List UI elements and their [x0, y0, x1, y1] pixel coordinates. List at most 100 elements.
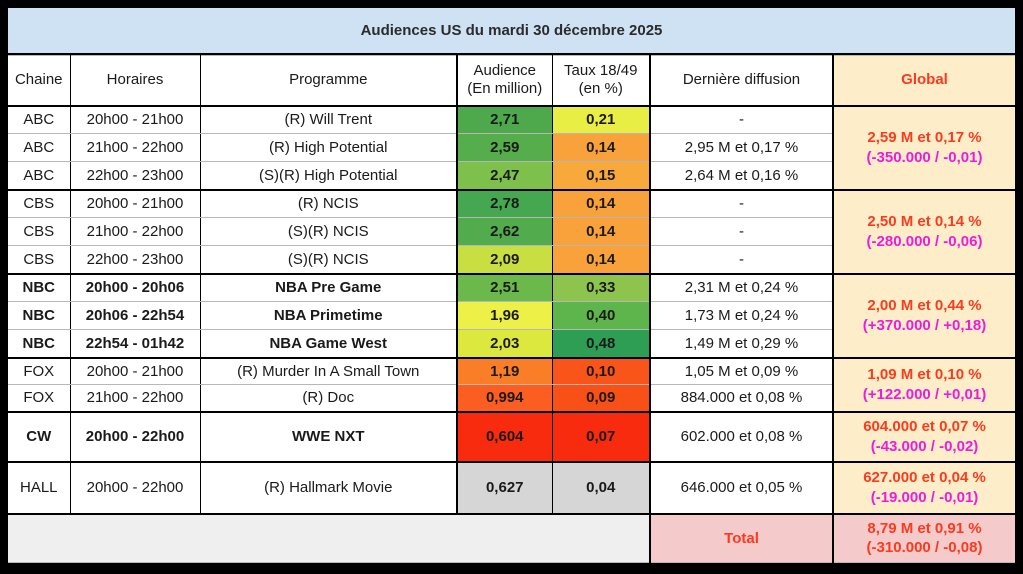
- rating-cell: 0,33: [552, 272, 651, 302]
- table-row: CBS 20h00 - 21h00 (R) NCIS 2,78 0,14 - 2…: [8, 188, 1015, 274]
- table-row: FOX 20h00 - 21h00 (R) Murder In A Small …: [8, 356, 1015, 412]
- header-horaires: Horaires: [70, 55, 201, 107]
- rating-cell: 0,07: [552, 410, 651, 462]
- program-cell: NBA Pre Game: [200, 272, 458, 302]
- global-cell: 1,09 M et 0,10 % (+122.000 / +0,01): [833, 356, 1015, 412]
- program-cell: (R) Murder In A Small Town: [200, 356, 458, 385]
- header-taux-line1: Taux 18/49: [564, 61, 638, 79]
- audience-cell: 1,19: [457, 356, 553, 385]
- global-delta: (+370.000 / +0,18): [862, 316, 987, 334]
- last-broadcast-cell: 2,31 M et 0,24 %: [650, 272, 834, 302]
- global-delta: (+122.000 / +0,01): [862, 385, 987, 403]
- audience-cell: 2,03: [457, 329, 553, 358]
- program-cell: NBA Game West: [200, 329, 458, 358]
- program-cell: (S)(R) High Potential: [200, 161, 458, 190]
- last-broadcast-cell: 1,73 M et 0,24 %: [650, 301, 834, 330]
- header-derniere: Dernière diffusion: [650, 55, 834, 107]
- audience-cell: 1,96: [457, 301, 553, 330]
- total-label: Total: [650, 512, 834, 563]
- rating-cell: 0,14: [552, 245, 651, 274]
- global-cell: 2,50 M et 0,14 % (-280.000 / -0,06): [833, 188, 1015, 274]
- time-cell: 20h06 - 22h54: [70, 301, 201, 330]
- time-cell: 20h00 - 21h00: [70, 188, 201, 218]
- last-broadcast-cell: 2,64 M et 0,16 %: [650, 161, 834, 190]
- table-row: CBS 21h00 - 22h00 (S)(R) NCIS 2,62 0,14 …: [8, 217, 1015, 246]
- channel-cell: CBS: [8, 217, 71, 246]
- global-delta: (-350.000 / -0,01): [866, 148, 983, 166]
- channel-cell: HALL: [8, 460, 71, 514]
- channel-cell: NBC: [8, 272, 71, 302]
- global-average: 1,09 M et 0,10 %: [867, 366, 982, 383]
- last-broadcast-cell: -: [650, 245, 834, 274]
- global-delta: (-19.000 / -0,01): [870, 488, 979, 506]
- global-average: 604.000 et 0,07 %: [863, 418, 986, 435]
- header-taux: Taux 18/49 (en %): [552, 55, 651, 107]
- time-cell: 20h00 - 22h00: [70, 410, 201, 462]
- header-audience-line1: Audience: [473, 61, 537, 79]
- table-row: NBC 20h06 - 22h54 NBA Primetime 1,96 0,4…: [8, 301, 1015, 330]
- global-cell: 604.000 et 0,07 % (-43.000 / -0,02): [833, 410, 1015, 462]
- global-average: 2,50 M et 0,14 %: [867, 213, 982, 230]
- total-row: Total 8,79 M et 0,91 % (-310.000 / -0,08…: [8, 512, 1015, 563]
- program-cell: (S)(R) NCIS: [200, 217, 458, 246]
- time-cell: 20h00 - 21h00: [70, 356, 201, 385]
- audiences-table: Chaine Horaires Programme Audience (En m…: [8, 55, 1015, 563]
- time-cell: 20h00 - 22h00: [70, 460, 201, 514]
- channel-cell: FOX: [8, 384, 71, 412]
- audience-cell: 2,62: [457, 217, 553, 246]
- channel-cell: ABC: [8, 133, 71, 162]
- header-audience: Audience (En million): [457, 55, 553, 107]
- program-cell: (R) High Potential: [200, 133, 458, 162]
- global-cell: 2,59 M et 0,17 % (-350.000 / -0,01): [833, 104, 1015, 190]
- program-cell: (S)(R) NCIS: [200, 245, 458, 274]
- rating-cell: 0,10: [552, 356, 651, 385]
- channel-cell: NBC: [8, 329, 71, 358]
- header-programme: Programme: [200, 55, 458, 107]
- table-header-row: Chaine Horaires Programme Audience (En m…: [8, 55, 1015, 107]
- header-chaine: Chaine: [8, 55, 71, 107]
- last-broadcast-cell: 646.000 et 0,05 %: [650, 460, 834, 514]
- global-average: 2,59 M et 0,17 %: [867, 129, 982, 146]
- last-broadcast-cell: -: [650, 104, 834, 134]
- audience-cell: 0,627: [457, 460, 553, 514]
- rating-cell: 0,14: [552, 217, 651, 246]
- time-cell: 22h00 - 23h00: [70, 245, 201, 274]
- rating-cell: 0,21: [552, 104, 651, 134]
- channel-cell: NBC: [8, 301, 71, 330]
- last-broadcast-cell: 1,49 M et 0,29 %: [650, 329, 834, 358]
- header-taux-line2: (en %): [578, 80, 623, 98]
- table-row: ABC 22h00 - 23h00 (S)(R) High Potential …: [8, 161, 1015, 190]
- program-cell: (R) Doc: [200, 384, 458, 412]
- audience-cell: 2,47: [457, 161, 553, 190]
- rating-cell: 0,09: [552, 384, 651, 412]
- channel-cell: ABC: [8, 161, 71, 190]
- channel-cell: ABC: [8, 104, 71, 134]
- channel-cell: FOX: [8, 356, 71, 385]
- time-cell: 21h00 - 22h00: [70, 217, 201, 246]
- audience-cell: 2,71: [457, 104, 553, 134]
- time-cell: 22h54 - 01h42: [70, 329, 201, 358]
- total-values: 8,79 M et 0,91 % (-310.000 / -0,08): [833, 512, 1015, 563]
- table-row: NBC 20h00 - 20h06 NBA Pre Game 2,51 0,33…: [8, 272, 1015, 358]
- audience-cell: 0,994: [457, 384, 553, 412]
- last-broadcast-cell: 884.000 et 0,08 %: [650, 384, 834, 412]
- audience-cell: 2,51: [457, 272, 553, 302]
- time-cell: 22h00 - 23h00: [70, 161, 201, 190]
- global-cell: 2,00 M et 0,44 % (+370.000 / +0,18): [833, 272, 1015, 358]
- total-average: 8,79 M et 0,91 %: [867, 519, 982, 537]
- time-cell: 21h00 - 22h00: [70, 133, 201, 162]
- channel-cell: CBS: [8, 188, 71, 218]
- global-average: 2,00 M et 0,44 %: [867, 297, 982, 314]
- audience-cell: 2,09: [457, 245, 553, 274]
- rating-cell: 0,04: [552, 460, 651, 514]
- global-delta: (-43.000 / -0,02): [870, 437, 979, 455]
- last-broadcast-cell: 602.000 et 0,08 %: [650, 410, 834, 462]
- last-broadcast-cell: 1,05 M et 0,09 %: [650, 356, 834, 385]
- program-cell: (R) Hallmark Movie: [200, 460, 458, 514]
- global-average: 627.000 et 0,04 %: [863, 469, 986, 486]
- channel-cell: CW: [8, 410, 71, 462]
- header-global: Global: [833, 55, 1015, 107]
- table-row: CBS 22h00 - 23h00 (S)(R) NCIS 2,09 0,14 …: [8, 245, 1015, 274]
- global-delta: (-280.000 / -0,06): [866, 232, 983, 250]
- table-row: ABC 20h00 - 21h00 (R) Will Trent 2,71 0,…: [8, 104, 1015, 190]
